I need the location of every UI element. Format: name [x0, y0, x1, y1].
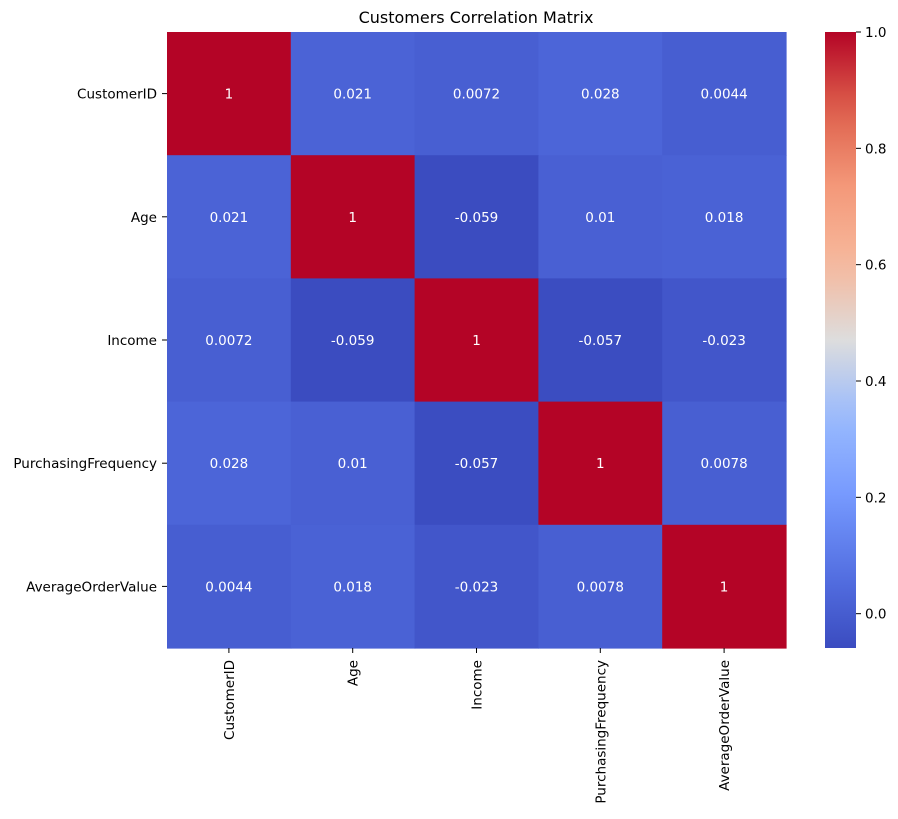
heatmap-cell-r3-c4	[662, 401, 787, 526]
cell-annotation-r4-c0: 0.0044	[205, 579, 252, 595]
cell-annotation-r4-c1: 0.018	[333, 579, 372, 595]
heatmap-cell-r2-c1	[290, 278, 416, 403]
cell-annotation-r4-c4: 1	[720, 579, 729, 595]
cell-annotation-r1-c4: 0.018	[705, 210, 744, 226]
heatmap-cell-r1-c3	[538, 155, 663, 279]
heatmap-cell-r0-c3	[538, 32, 663, 156]
heatmap-cell-r2-c4	[662, 278, 787, 403]
cell-annotation-r0-c3: 0.028	[581, 87, 620, 103]
cell-annotation-r0-c1: 0.021	[333, 87, 372, 103]
cell-annotation-r2-c1: -0.059	[331, 333, 375, 349]
x-tick-label-2: Income	[470, 660, 486, 710]
cell-annotation-r4-c3: 0.0078	[577, 579, 624, 595]
cell-annotation-r1-c2: -0.059	[455, 210, 499, 226]
cell-annotation-r2-c4: -0.023	[702, 333, 746, 349]
cell-annotation-r3-c2: -0.057	[455, 456, 499, 472]
heatmap-cell-r4-c0	[167, 524, 292, 649]
y-tick-label-3: PurchasingFrequency	[13, 456, 157, 472]
heatmap-cell-r0-c1	[290, 32, 416, 156]
chart-title: Customers Correlation Matrix	[359, 8, 594, 27]
y-tick-label-1: Age	[131, 210, 157, 226]
heatmap-cell-r0-c0	[167, 32, 292, 156]
heatmap-cell-r4-c3	[538, 524, 663, 649]
cell-annotation-r1-c3: 0.01	[585, 210, 615, 226]
cell-annotation-r1-c1: 1	[348, 210, 357, 226]
x-tick-label-4: AverageOrderValue	[717, 660, 733, 791]
heatmap-cell-r2-c0	[167, 278, 292, 403]
heatmap-cell-r1-c0	[167, 155, 292, 279]
cell-annotation-r0-c0: 1	[225, 87, 234, 103]
colorbar-tick-label-1: 0.2	[865, 490, 886, 506]
heatmap-cell-r4-c4	[662, 524, 787, 649]
heatmap-cell-r4-c2	[414, 524, 539, 649]
colorbar-tick-label-4: 0.8	[865, 141, 886, 157]
heatmap-cell-r3-c3	[538, 401, 663, 526]
heatmap-cell-r1-c4	[662, 155, 787, 279]
heatmap-cell-r4-c1	[290, 524, 416, 649]
cell-annotation-r3-c3: 1	[596, 456, 605, 472]
heatmap-cell-r3-c1	[290, 401, 416, 526]
y-tick-label-4: AverageOrderValue	[26, 579, 157, 595]
heatmap-cell-r2-c3	[538, 278, 663, 403]
heatmap-cell-r3-c0	[167, 401, 292, 526]
cell-annotation-r1-c0: 0.021	[210, 210, 249, 226]
heatmap-cell-r0-c4	[662, 32, 787, 156]
colorbar-tick-label-0: 0.0	[865, 607, 886, 623]
colorbar-tick-label-2: 0.4	[865, 374, 886, 390]
x-tick-label-0: CustomerID	[222, 660, 238, 740]
cell-annotation-r2-c0: 0.0072	[205, 333, 252, 349]
heatmap-cell-r3-c2	[414, 401, 539, 526]
colorbar-tick-label-3: 0.6	[865, 258, 886, 274]
heatmap-cell-r2-c2	[414, 278, 539, 403]
cell-annotation-r0-c2: 0.0072	[453, 87, 500, 103]
cell-annotation-r2-c2: 1	[472, 333, 481, 349]
colorbar-tick-label-5: 1.0	[865, 25, 886, 41]
cell-annotation-r0-c4: 0.0044	[700, 87, 747, 103]
y-tick-label-0: CustomerID	[77, 87, 157, 103]
cell-annotation-r3-c4: 0.0078	[700, 456, 747, 472]
cell-annotation-r3-c1: 0.01	[338, 456, 368, 472]
cell-annotation-r2-c3: -0.057	[579, 333, 623, 349]
x-tick-label-3: PurchasingFrequency	[593, 660, 609, 804]
cell-annotation-r4-c2: -0.023	[455, 579, 499, 595]
x-tick-label-1: Age	[346, 660, 362, 686]
cell-annotation-r3-c0: 0.028	[210, 456, 249, 472]
heatmap-cell-r1-c2	[414, 155, 539, 279]
y-tick-label-2: Income	[107, 333, 157, 349]
colorbar	[825, 32, 856, 648]
heatmap-cell-r1-c1	[290, 155, 416, 279]
heatmap-cell-r0-c2	[414, 32, 539, 156]
